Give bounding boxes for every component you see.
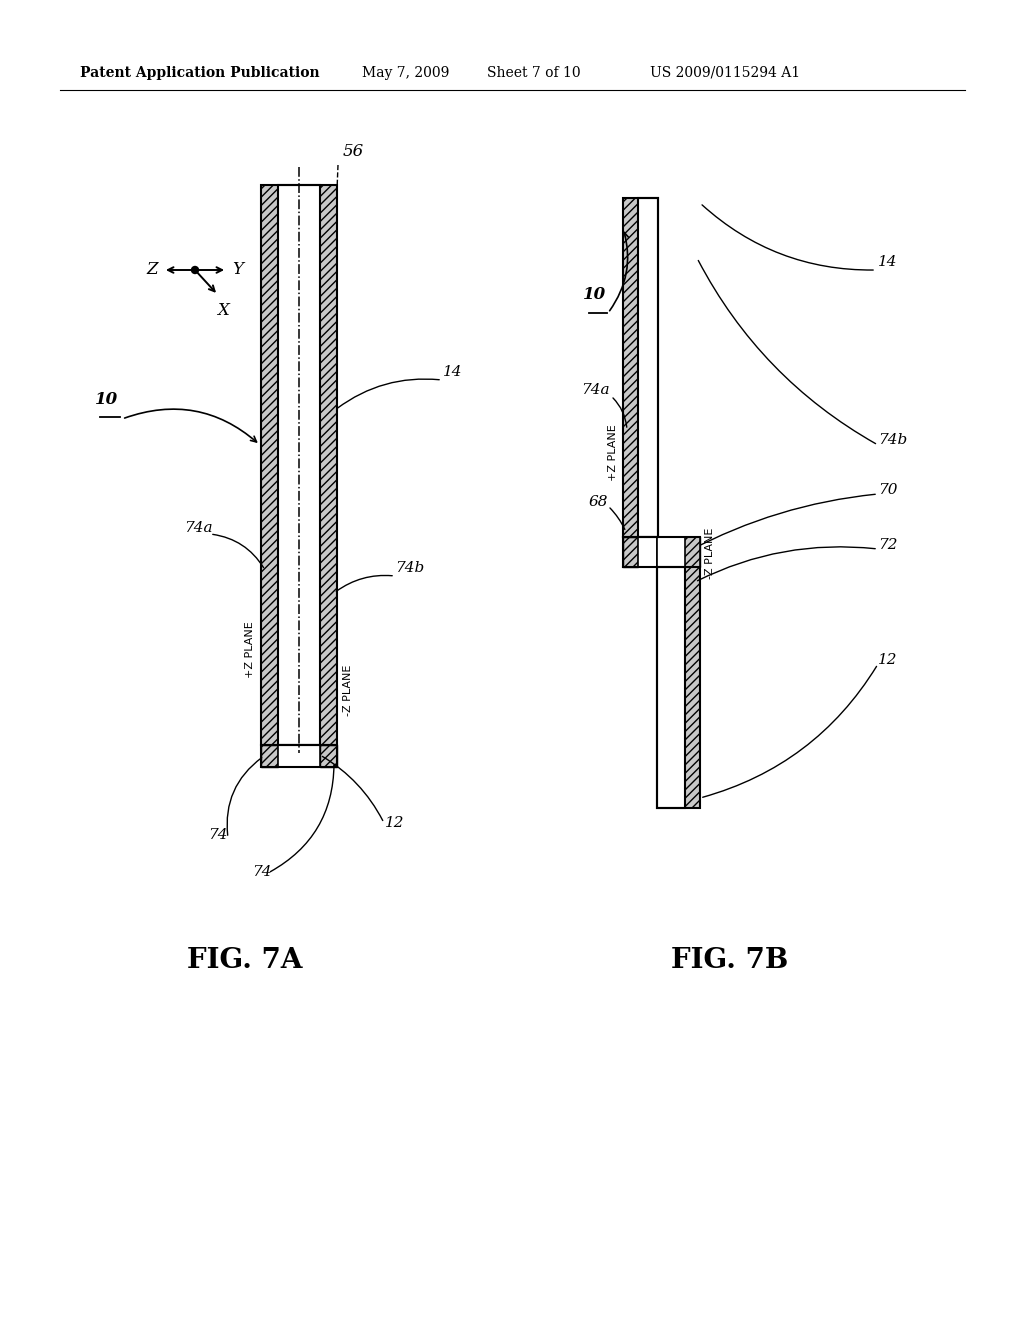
- Text: 12: 12: [385, 816, 404, 830]
- Text: FIG. 7A: FIG. 7A: [187, 946, 303, 974]
- Bar: [278, 185, 319, 744]
- Bar: [278, 744, 319, 767]
- Bar: [685, 537, 700, 568]
- Text: +Z PLANE: +Z PLANE: [608, 425, 618, 482]
- Text: 72: 72: [878, 539, 897, 552]
- Bar: [261, 744, 278, 767]
- Text: FIG. 7B: FIG. 7B: [672, 946, 788, 974]
- Bar: [657, 537, 685, 568]
- Bar: [319, 185, 337, 744]
- Text: Sheet 7 of 10: Sheet 7 of 10: [487, 66, 581, 81]
- Bar: [685, 568, 700, 808]
- Bar: [261, 185, 278, 744]
- Bar: [657, 568, 685, 808]
- Text: 74: 74: [252, 865, 271, 879]
- Text: US 2009/0115294 A1: US 2009/0115294 A1: [650, 66, 800, 81]
- Circle shape: [191, 267, 199, 273]
- Text: 56: 56: [343, 143, 365, 160]
- Text: 74: 74: [208, 828, 227, 842]
- Text: 14: 14: [443, 366, 463, 379]
- Text: Y: Y: [232, 261, 243, 279]
- Text: 10: 10: [584, 286, 606, 304]
- Text: Patent Application Publication: Patent Application Publication: [80, 66, 319, 81]
- Bar: [623, 198, 658, 537]
- Text: May 7, 2009: May 7, 2009: [362, 66, 450, 81]
- Text: 14: 14: [878, 255, 897, 269]
- Text: Z: Z: [146, 261, 158, 279]
- Text: 10: 10: [95, 391, 119, 408]
- Text: X: X: [217, 302, 229, 319]
- Text: -Z PLANE: -Z PLANE: [343, 664, 353, 715]
- Text: 74a: 74a: [582, 383, 610, 397]
- Text: 74a: 74a: [183, 521, 212, 535]
- Bar: [657, 537, 700, 568]
- Bar: [319, 744, 337, 767]
- Text: 68: 68: [589, 495, 608, 510]
- Text: -Z PLANE: -Z PLANE: [705, 527, 715, 578]
- Text: 74b: 74b: [395, 561, 424, 576]
- Text: +Z PLANE: +Z PLANE: [245, 622, 255, 678]
- Bar: [638, 198, 658, 537]
- Text: 12: 12: [878, 653, 897, 667]
- Bar: [261, 185, 337, 744]
- Bar: [623, 198, 638, 537]
- Bar: [623, 537, 638, 568]
- Text: 74b: 74b: [878, 433, 907, 447]
- Bar: [261, 744, 337, 767]
- Text: 70: 70: [878, 483, 897, 498]
- Bar: [638, 537, 658, 568]
- Bar: [657, 568, 700, 808]
